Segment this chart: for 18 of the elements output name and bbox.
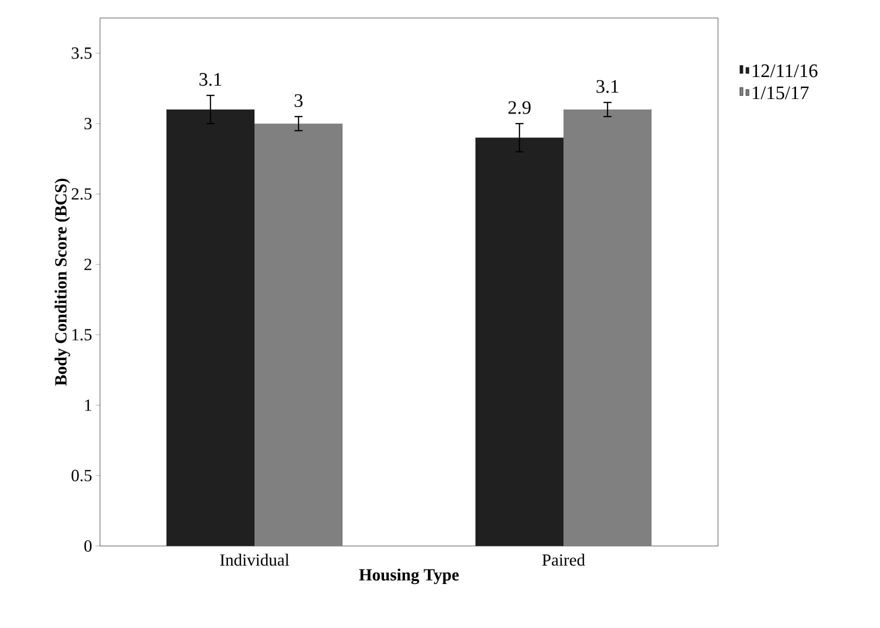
y-tick-label: 2.5 (72, 188, 92, 200)
y-tick-label: 2 (84, 258, 92, 270)
x-tick-label: Paired (542, 554, 586, 566)
y-tick-label: 0.5 (72, 470, 92, 482)
y-axis-title: Body Condition Score (BCS) (54, 178, 70, 386)
legend-label: 1/15/17 (752, 86, 809, 100)
data-label: 3.1 (200, 73, 222, 86)
data-label: 3.1 (596, 80, 618, 93)
x-axis-title: Housing Type (359, 568, 459, 584)
data-label: 2.9 (508, 101, 531, 114)
data-label: 3 (294, 94, 303, 108)
y-tick-label: 1 (85, 400, 92, 411)
y-tick-label: 3.5 (72, 47, 92, 59)
y-tick-label: 0 (84, 540, 92, 552)
legend-label: 12/11/16 (752, 64, 818, 78)
y-tick-label: 1.5 (72, 329, 92, 341)
y-tick-label: 3 (84, 118, 92, 130)
x-tick-label: Individual (220, 554, 290, 566)
